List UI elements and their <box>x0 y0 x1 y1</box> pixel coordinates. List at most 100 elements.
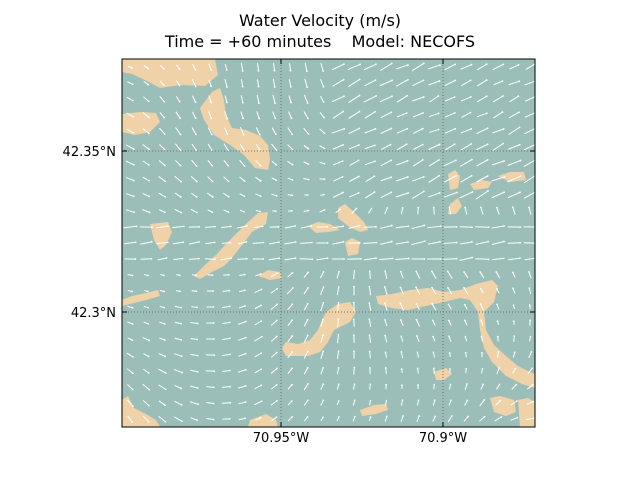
velocity-arrow-head <box>369 383 372 386</box>
velocity-arrow-head <box>148 179 151 182</box>
velocity-arrow <box>159 144 165 150</box>
velocity-arrow-head <box>337 400 340 402</box>
x-tick-label: 70.95°W <box>253 431 310 446</box>
velocity-arrow-head <box>448 352 451 354</box>
velocity-arrow <box>271 416 277 422</box>
velocity-arrow-head <box>357 159 360 162</box>
velocity-arrow <box>497 351 499 359</box>
velocity-arrow-head <box>390 62 393 65</box>
velocity-arrow-head <box>417 206 420 209</box>
velocity-arrow-head <box>337 383 340 386</box>
velocity-arrow <box>444 63 456 71</box>
velocity-arrow-head <box>495 287 498 290</box>
velocity-arrow <box>336 351 340 359</box>
velocity-arrow-head <box>486 159 489 161</box>
velocity-arrow-head <box>259 210 262 213</box>
velocity-arrow-head <box>485 95 488 98</box>
velocity-arrow <box>174 400 182 406</box>
velocity-arrow <box>336 271 340 279</box>
velocity-arrow-head <box>131 66 134 69</box>
velocity-arrow-head <box>164 164 166 167</box>
velocity-arrow <box>316 257 328 261</box>
velocity-arrow <box>287 319 293 327</box>
velocity-arrow <box>431 287 437 295</box>
velocity-arrow-head <box>291 383 293 386</box>
velocity-arrow <box>525 64 535 70</box>
velocity-arrow <box>174 305 182 309</box>
velocity-arrow-head <box>528 206 530 209</box>
velocity-arrow <box>475 190 489 200</box>
velocity-arrow-head <box>487 240 490 243</box>
velocity-arrow <box>239 176 245 182</box>
velocity-arrow-head <box>148 211 151 214</box>
velocity-arrow-head <box>275 416 278 419</box>
velocity-arrow-head <box>178 84 181 87</box>
velocity-arrow-head <box>214 258 216 261</box>
velocity-arrow-head <box>502 257 505 260</box>
velocity-arrow <box>463 287 469 295</box>
velocity-arrow <box>238 305 246 309</box>
velocity-arrow <box>143 353 149 357</box>
velocity-arrow <box>124 241 136 245</box>
velocity-arrow <box>143 80 149 86</box>
land-islands-east-small-1 <box>448 170 460 190</box>
velocity-arrow <box>395 79 409 87</box>
velocity-arrow <box>319 95 325 103</box>
land-hook-island <box>282 302 356 356</box>
velocity-arrow-head <box>512 287 514 290</box>
velocity-arrow-head <box>132 131 135 134</box>
velocity-arrow <box>528 351 532 359</box>
velocity-arrow-head <box>259 416 262 419</box>
land-south-shore-strip <box>248 414 278 427</box>
velocity-arrow <box>268 257 280 261</box>
velocity-arrow <box>527 368 533 374</box>
velocity-arrow-head <box>148 339 151 342</box>
velocity-arrow-head <box>343 127 346 130</box>
velocity-arrow-head <box>275 149 278 152</box>
land-islet-south <box>360 404 388 416</box>
velocity-arrow-head <box>406 159 409 162</box>
velocity-arrow-head <box>454 79 456 82</box>
velocity-arrow <box>255 127 261 135</box>
velocity-arrow-head <box>485 112 488 115</box>
velocity-arrow-head <box>133 163 135 166</box>
velocity-arrow-head <box>415 318 418 321</box>
velocity-arrow-head <box>164 420 167 423</box>
velocity-arrow-head <box>162 274 165 277</box>
velocity-arrow-head <box>531 384 534 386</box>
velocity-arrow <box>255 176 261 182</box>
velocity-arrow-head <box>132 148 135 150</box>
velocity-arrow <box>207 143 213 151</box>
velocity-arrow-head <box>242 134 245 136</box>
velocity-arrow-head <box>511 206 514 209</box>
velocity-arrow <box>254 400 262 406</box>
velocity-arrow-head <box>432 351 435 354</box>
velocity-arrow-head <box>306 318 309 321</box>
velocity-arrow <box>238 385 246 389</box>
velocity-arrow <box>448 336 452 342</box>
velocity-arrow-head <box>375 241 378 244</box>
velocity-arrow-head <box>131 339 134 342</box>
velocity-arrow <box>300 242 312 244</box>
velocity-arrow <box>493 80 503 86</box>
velocity-arrow-head <box>307 163 310 166</box>
velocity-arrow <box>158 384 166 390</box>
velocity-arrow-head <box>479 303 482 306</box>
velocity-arrow <box>125 209 135 213</box>
velocity-arrow-head <box>514 367 517 370</box>
velocity-arrow-head <box>479 271 482 273</box>
velocity-arrow <box>255 273 261 277</box>
velocity-arrow <box>400 207 404 215</box>
velocity-arrow <box>491 176 505 182</box>
velocity-arrow-head <box>260 288 263 291</box>
velocity-arrow-head <box>447 286 449 289</box>
velocity-arrow-head <box>262 258 265 260</box>
velocity-arrow-head <box>131 306 134 309</box>
velocity-arrow-head <box>470 174 473 177</box>
velocity-arrow-head <box>341 175 344 178</box>
velocity-arrow <box>459 257 473 261</box>
velocity-arrow-head <box>358 127 361 130</box>
velocity-arrow <box>444 112 456 118</box>
velocity-arrow-head <box>228 369 231 372</box>
velocity-arrow-head <box>497 351 500 353</box>
